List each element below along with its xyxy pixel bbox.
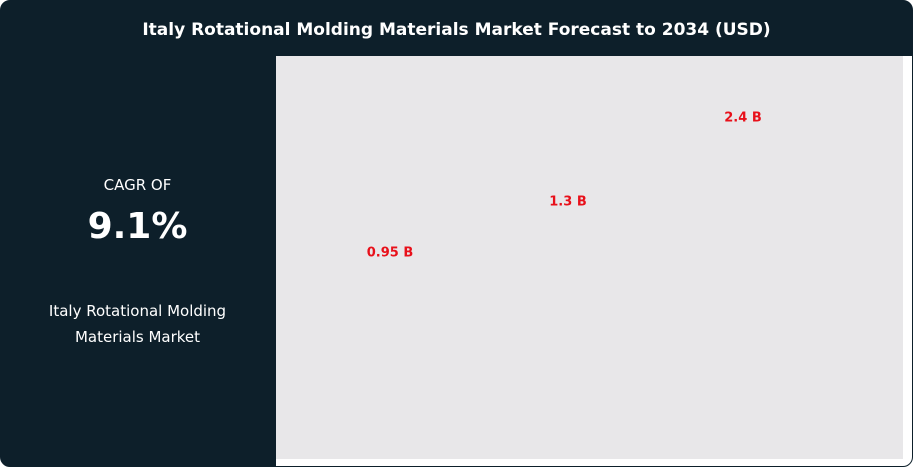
cagr-value: 9.1% <box>87 206 188 247</box>
plot-area-wrapper: 0.95 B 1.3 B 2.4 B <box>276 56 912 466</box>
data-label: 2.4 B <box>724 110 762 126</box>
data-label: 1.3 B <box>549 194 587 210</box>
data-label: 0.95 B <box>366 245 414 261</box>
cagr-label: CAGR OF <box>103 176 172 194</box>
cagr-panel: CAGR OF 9.1% Italy Rotational Molding Ma… <box>1 56 274 466</box>
market-name: Italy Rotational Molding Materials Marke… <box>48 302 227 346</box>
chart-title: Italy Rotational Molding Materials Marke… <box>142 20 771 40</box>
plot-area: 0.95 B 1.3 B 2.4 B <box>276 56 903 459</box>
